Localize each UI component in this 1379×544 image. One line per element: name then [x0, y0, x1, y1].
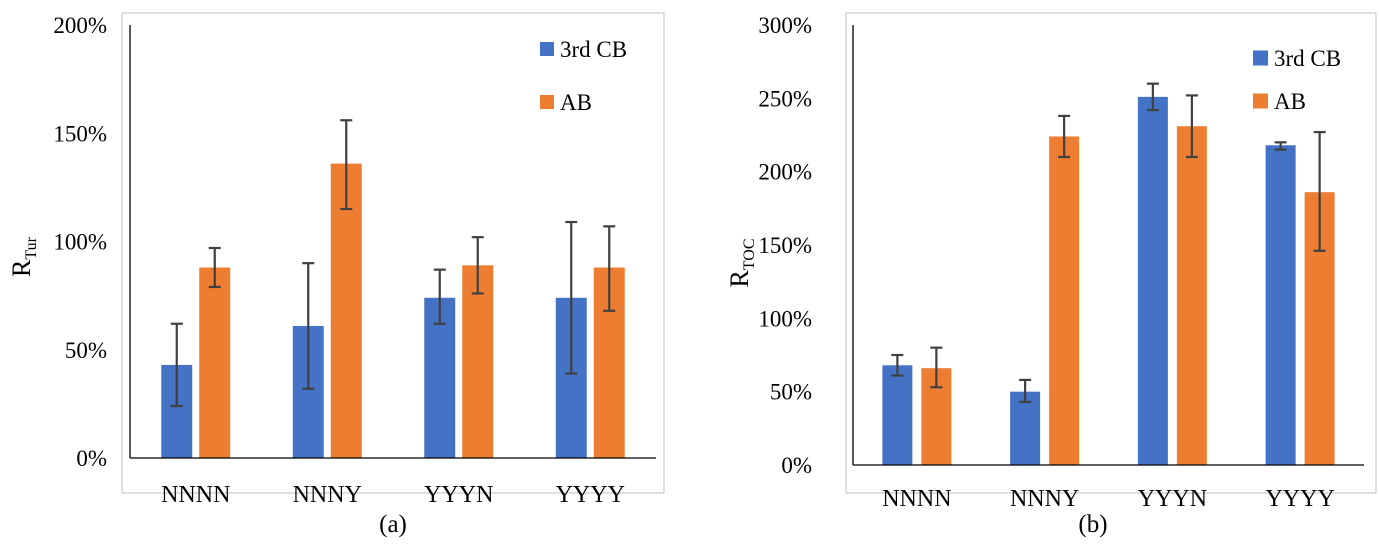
x-tick-label: NNNY	[293, 482, 362, 508]
y-tick-label: 100%	[758, 306, 812, 331]
y-tick-label: 250%	[758, 86, 812, 111]
legend-swatch-cb	[1253, 50, 1268, 66]
legend-label: 3rd CB	[1274, 46, 1341, 71]
y-tick-label: 100%	[53, 230, 107, 255]
bar-cb-nnny	[1010, 391, 1041, 465]
bar-ab-yyyn	[1176, 126, 1207, 465]
x-tick-label: NNNY	[1010, 486, 1079, 512]
y-tick-label: 150%	[758, 233, 812, 258]
y-axis-label: RTur	[7, 236, 40, 277]
legend-swatch-ab	[540, 95, 554, 109]
y-tick-label: 0%	[781, 453, 812, 478]
y-tick-label: 150%	[53, 121, 107, 146]
x-tick-label: YYYY	[1265, 486, 1334, 512]
bar-ab-nnnn	[199, 267, 231, 458]
x-tick-label: YYYN	[1138, 486, 1207, 512]
y-axis-label-sub: Tur	[23, 236, 40, 259]
y-tick-label: 200%	[53, 13, 107, 38]
y-tick-label: 50%	[770, 380, 812, 405]
legend-label: AB	[1274, 89, 1306, 114]
bar-cb-yyyy	[1265, 145, 1296, 465]
y-axis-label-sub: TOC	[741, 238, 758, 270]
x-tick-label: YYYN	[424, 482, 493, 508]
bar-ab-nnny	[1049, 136, 1080, 465]
bar-cb-nnnn	[882, 365, 913, 465]
bar-ab-nnny	[330, 163, 362, 458]
legend-label: 3rd CB	[560, 37, 627, 62]
y-axis-label: RTOC	[725, 238, 758, 287]
y-axis-label-main: R	[725, 270, 754, 288]
y-tick-label: 300%	[758, 13, 812, 38]
y-tick-label: 0%	[76, 446, 107, 471]
y-tick-label: 200%	[758, 160, 812, 185]
y-tick-label: 50%	[65, 338, 107, 363]
x-tick-label: NNNN	[882, 486, 951, 512]
bar-ab-yyyn	[462, 265, 494, 458]
chart-panel-a: 0% 50% 100% 150% 200% NNNN NNNY YYYN YYYY RTur 3rd…	[7, 12, 665, 538]
legend-label: AB	[560, 90, 592, 115]
bar-cb-yyyn	[1137, 96, 1168, 465]
y-axis-label-main: R	[7, 259, 36, 277]
legend-swatch-ab	[1253, 93, 1268, 109]
legend-swatch-cb	[540, 42, 554, 56]
panel-label: (a)	[379, 511, 407, 538]
chart-panel-b: 0% 50% 100% 150% 200% 250% 300% NNNN NNNY YYYN YYY…	[725, 12, 1377, 538]
chart-frame	[845, 12, 1377, 494]
x-tick-label: YYYY	[556, 482, 625, 508]
chart-frame	[121, 12, 665, 494]
x-tick-label: NNNN	[161, 482, 230, 508]
panel-label: (b)	[1078, 511, 1107, 538]
